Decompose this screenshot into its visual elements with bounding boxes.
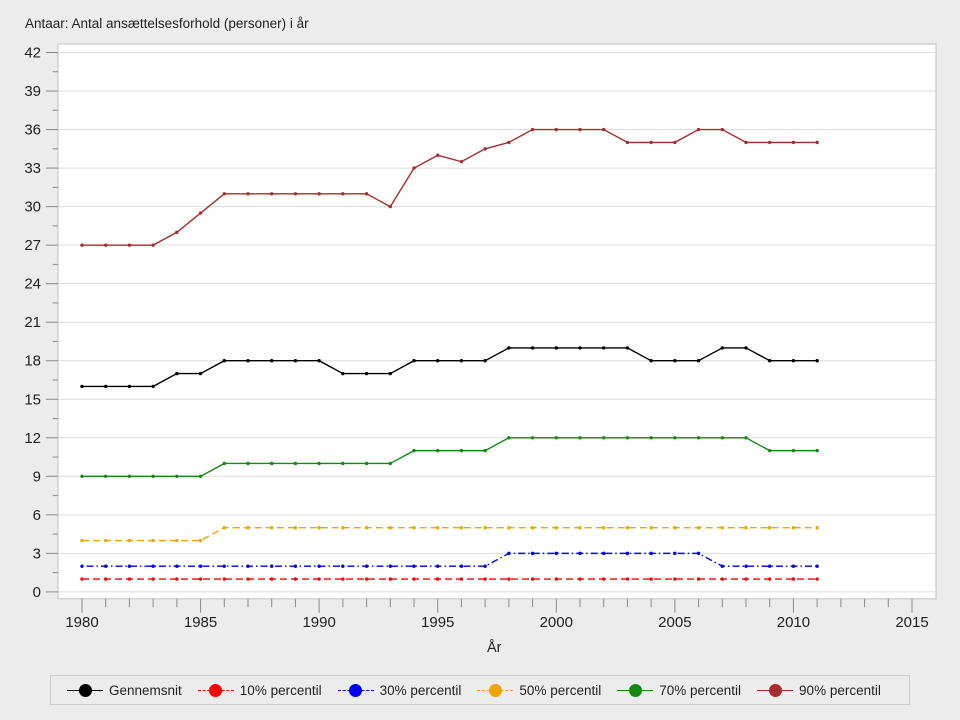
svg-text:39: 39: [24, 83, 41, 100]
svg-text:33: 33: [24, 160, 41, 177]
svg-text:42: 42: [24, 45, 41, 62]
svg-text:36: 36: [24, 122, 41, 139]
svg-text:2015: 2015: [895, 614, 928, 631]
svg-text:1985: 1985: [184, 614, 217, 631]
svg-text:21: 21: [24, 314, 41, 331]
svg-text:1995: 1995: [421, 614, 454, 631]
svg-text:6: 6: [33, 507, 41, 524]
svg-text:1980: 1980: [65, 614, 98, 631]
svg-text:24: 24: [24, 276, 41, 293]
svg-text:12: 12: [24, 430, 41, 447]
svg-text:2000: 2000: [540, 614, 573, 631]
svg-text:3: 3: [33, 545, 41, 562]
svg-text:0: 0: [33, 584, 41, 601]
svg-text:9: 9: [33, 468, 41, 485]
svg-text:30: 30: [24, 199, 41, 216]
svg-text:27: 27: [24, 237, 41, 254]
svg-text:18: 18: [24, 353, 41, 370]
svg-text:15: 15: [24, 391, 41, 408]
svg-text:1990: 1990: [302, 614, 335, 631]
svg-text:2010: 2010: [777, 614, 810, 631]
svg-text:2005: 2005: [658, 614, 691, 631]
